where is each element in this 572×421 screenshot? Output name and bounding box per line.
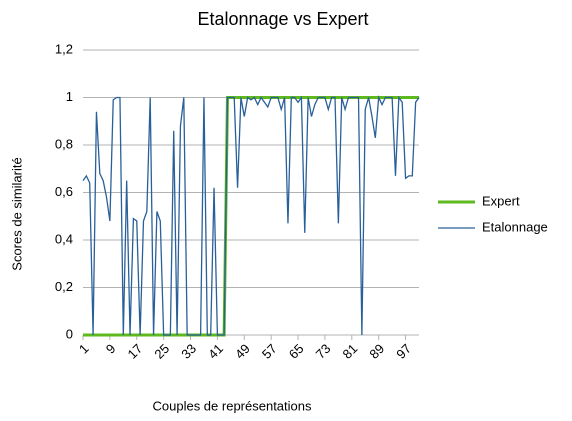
y-tick-label: 0,4 (55, 231, 73, 246)
x-tick-label: 17 (124, 341, 145, 362)
x-tick-label: 33 (178, 341, 199, 362)
y-tick-label: 0,8 (55, 136, 73, 151)
y-tick-label: 0,2 (55, 279, 73, 294)
x-tick-label: 1 (76, 341, 92, 357)
line-series (83, 96, 419, 337)
x-axis-label: Couples de représentations (153, 398, 312, 413)
x-tick-label: 25 (151, 341, 172, 362)
x-tick-label: 97 (393, 341, 414, 362)
x-tick-label: 81 (340, 341, 361, 362)
legend-label: Etalonnage (482, 219, 548, 234)
y-tick-label: 1,2 (55, 41, 73, 56)
x-tick-label: 57 (259, 341, 280, 362)
y-tick-label: 1 (66, 89, 73, 104)
x-tick-label: 89 (366, 341, 387, 362)
x-tick-label: 41 (205, 341, 226, 362)
line-series (82, 95, 420, 336)
x-tick-label: 65 (286, 341, 307, 362)
chart-title: Etalonnage vs Expert (197, 9, 368, 29)
legend-label: Expert (482, 193, 520, 208)
x-tick-label: 9 (103, 341, 119, 357)
x-tick-label: 49 (232, 341, 253, 362)
y-tick-label: 0,6 (55, 184, 73, 199)
x-tick-label: 73 (313, 341, 334, 362)
y-tick-label: 0 (66, 326, 73, 341)
y-axis-label: Scores de similarité (9, 157, 24, 270)
